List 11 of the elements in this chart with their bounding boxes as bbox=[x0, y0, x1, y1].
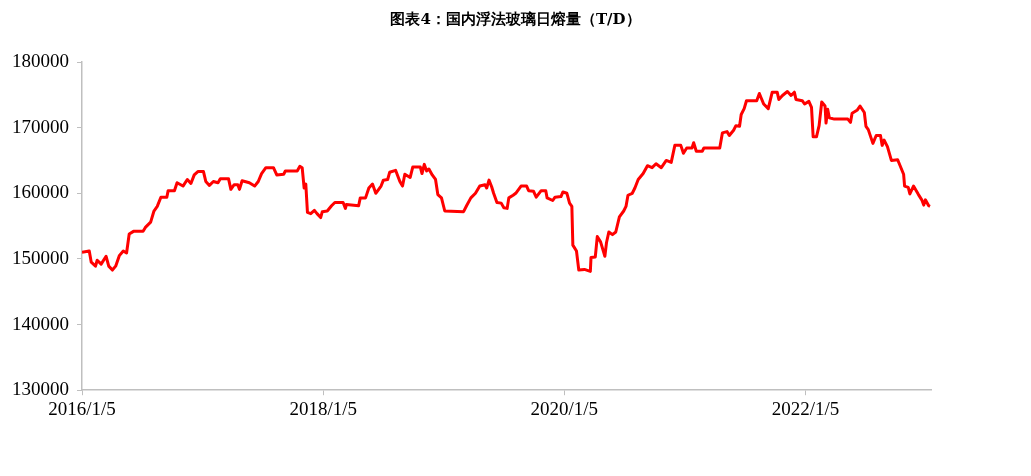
y-tick-label: 180000 bbox=[12, 49, 69, 71]
chart-title: 图表4：国内浮法玻璃日熔量（T/D） bbox=[389, 10, 642, 29]
x-tick-label: 2016/1/5 bbox=[48, 397, 116, 419]
y-tick-label: 130000 bbox=[12, 378, 69, 400]
x-tick-label: 2018/1/5 bbox=[289, 397, 358, 419]
y-tick-label: 150000 bbox=[12, 246, 69, 268]
y-tick-label: 170000 bbox=[12, 115, 69, 137]
y-tick-label: 160000 bbox=[12, 181, 69, 203]
y-tick-label: 140000 bbox=[12, 312, 69, 334]
x-tick-label: 2022/1/5 bbox=[771, 397, 840, 419]
x-tick-label: 2020/1/5 bbox=[530, 397, 599, 419]
